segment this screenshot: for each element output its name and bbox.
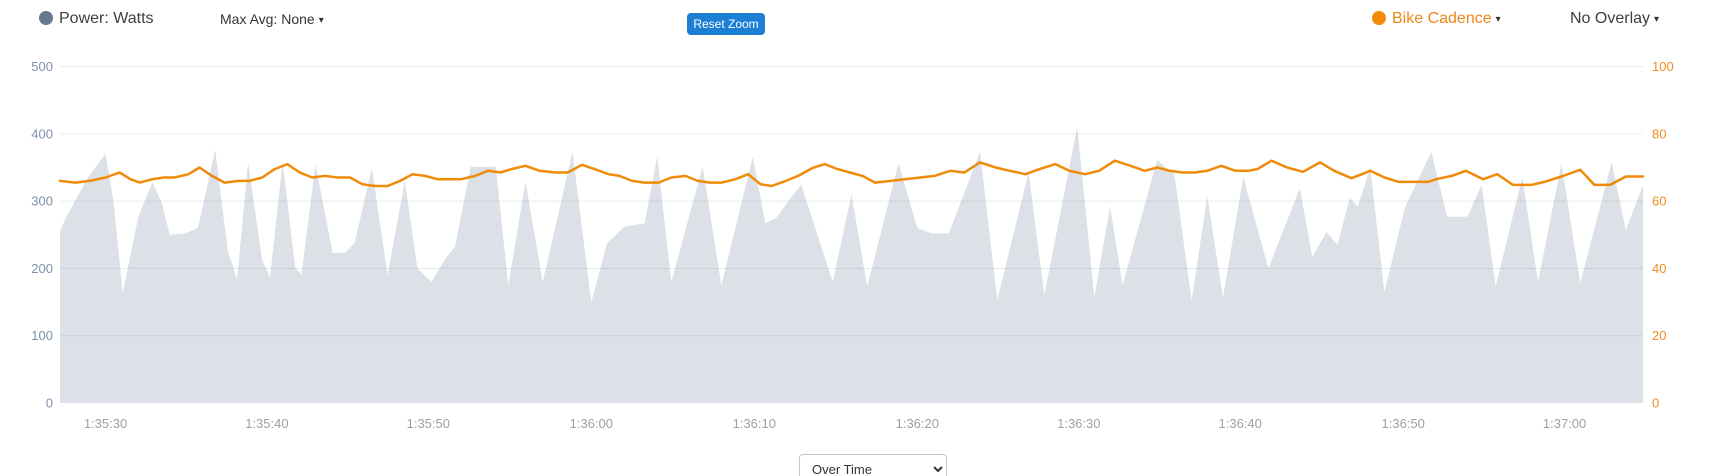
left-axis-tick-label: 100 <box>31 328 53 343</box>
overlay-label: No Overlay <box>1570 10 1651 27</box>
caret-down-icon: ▾ <box>1495 14 1501 25</box>
overlay-dropdown[interactable]: No Overlay ▾ <box>1570 9 1659 31</box>
x-axis-tick-label: 1:35:50 <box>407 416 450 431</box>
left-axis-tick-label: 300 <box>31 194 53 209</box>
left-axis-tick-label: 500 <box>31 59 53 74</box>
x-axis-tick-label: 1:36:00 <box>570 416 613 431</box>
max-avg-label: Max Avg: None <box>220 11 315 27</box>
cadence-dot-icon <box>1372 11 1386 30</box>
cadence-line-series <box>58 159 1645 188</box>
reset-zoom-button[interactable]: Reset Zoom <box>687 13 765 35</box>
left-axis-tick-label: 200 <box>31 261 53 276</box>
left-axis-tick-label: 0 <box>46 396 53 411</box>
cadence-series-label: Bike Cadence <box>1392 10 1492 27</box>
chart-plot-area[interactable]: 0 100 200 300 400 500 0 20 40 60 80 100 1:35:30 1:35:… <box>0 0 1728 450</box>
x-axis-tick-label: 1:37:00 <box>1543 416 1586 431</box>
caret-down-icon: ▾ <box>1654 14 1660 25</box>
right-axis-tick-label: 20 <box>1652 328 1666 343</box>
caret-down-icon: ▾ <box>318 15 324 26</box>
x-axis-tick-label: 1:35:30 <box>84 416 127 431</box>
x-axis-tick-label: 1:36:50 <box>1382 416 1425 431</box>
x-axis-tick-label: 1:36:10 <box>733 416 776 431</box>
right-axis-tick-label: 80 <box>1652 126 1666 141</box>
power-area-series <box>60 127 1643 403</box>
x-axis-mode-select[interactable]: Over Time <box>799 454 947 476</box>
x-axis-tick-label: 1:36:30 <box>1057 416 1100 431</box>
right-axis-tick-label: 40 <box>1652 261 1666 276</box>
x-axis-tick-label: 1:35:40 <box>245 416 288 431</box>
max-avg-dropdown[interactable]: Max Avg: None ▾ <box>220 10 324 31</box>
x-axis-tick-label: 1:36:40 <box>1219 416 1262 431</box>
right-axis-tick-label: 0 <box>1652 396 1659 411</box>
power-series-label: Power: Watts <box>59 10 154 27</box>
right-axis-tick-label: 60 <box>1652 194 1666 209</box>
x-axis-tick-label: 1:36:20 <box>896 416 939 431</box>
cadence-series-dropdown[interactable]: Bike Cadence ▾ <box>1392 9 1501 31</box>
left-axis-tick-label: 400 <box>31 126 53 141</box>
right-axis-tick-label: 100 <box>1652 59 1674 74</box>
power-dot-icon <box>39 11 53 30</box>
